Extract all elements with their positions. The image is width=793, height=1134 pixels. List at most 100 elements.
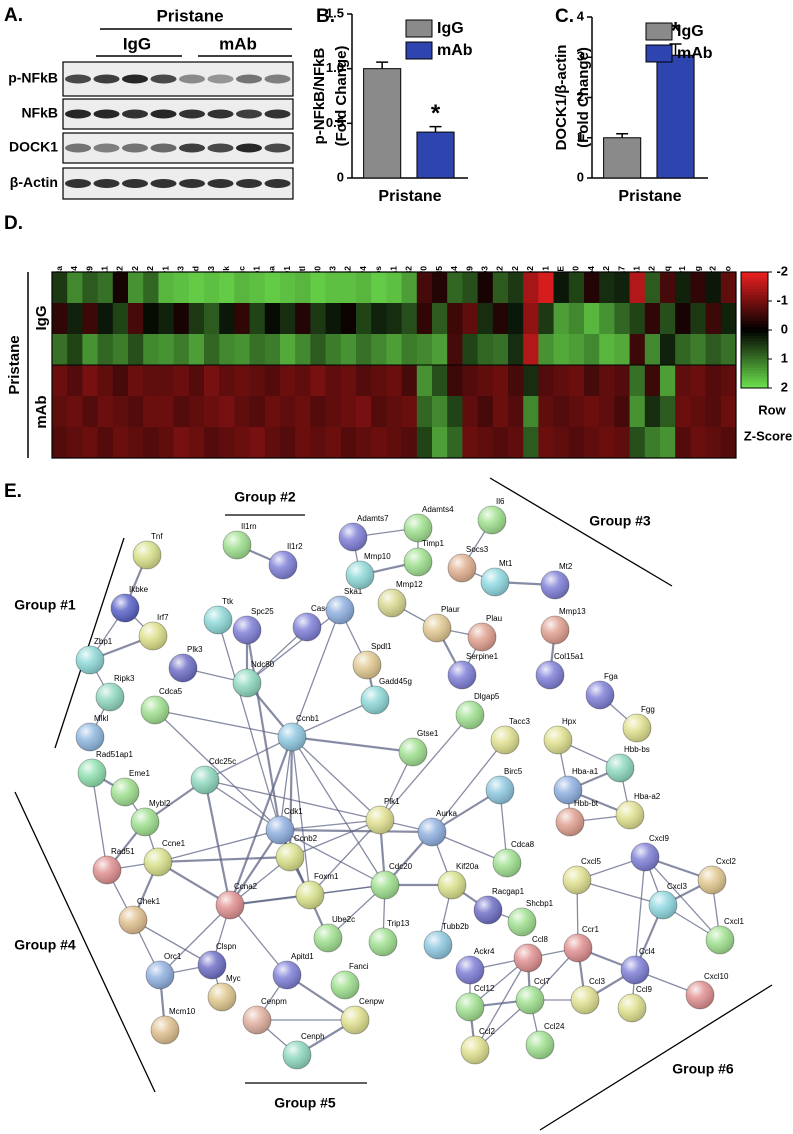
heatmap-cell <box>188 365 205 397</box>
node-shine <box>563 866 591 894</box>
node-shine <box>404 548 432 576</box>
node-shine <box>139 622 167 650</box>
node-label: Hpx <box>562 717 576 726</box>
colorbar-step <box>741 289 768 293</box>
heatmap-cell <box>614 365 630 397</box>
node-label: Shcbp1 <box>526 899 554 908</box>
y-axis-label: (Fold Change) <box>333 46 350 147</box>
colorbar-step <box>741 341 768 345</box>
edge <box>157 829 281 863</box>
node-shine <box>541 616 569 644</box>
heatmap-cell <box>508 303 524 335</box>
group-label: Group #1 <box>14 597 76 613</box>
legend-label: mAb <box>677 45 713 62</box>
heatmap-cell <box>280 365 296 397</box>
heatmap-cell <box>82 365 98 397</box>
heatmap-cell <box>356 427 372 459</box>
heatmap-cell <box>416 303 433 335</box>
heatmap-cell <box>705 365 722 397</box>
node-shine <box>491 726 519 754</box>
heatmap-cell <box>705 303 722 335</box>
node-label: Apitd1 <box>291 952 314 961</box>
heatmap-cell <box>112 365 129 397</box>
heatmap-cell <box>675 303 691 335</box>
node-shine <box>169 654 197 682</box>
node-label: Ndc80 <box>251 660 275 669</box>
node-shine <box>493 849 521 877</box>
heatmap-cell <box>264 427 281 459</box>
node-label: Cxcl3 <box>667 882 688 891</box>
node-label: Mlkl <box>94 714 108 723</box>
heatmap-cell <box>720 427 737 459</box>
heatmap-cell <box>52 272 68 304</box>
heatmap-cell <box>97 365 114 397</box>
node-label: Fanci <box>349 962 369 971</box>
node-label: Cxcl1 <box>724 917 745 926</box>
blot-band <box>236 179 262 188</box>
heatmap-cell <box>720 303 737 335</box>
edge <box>228 735 294 907</box>
heatmap-cell <box>82 303 98 335</box>
network-panel: E. Group #1 Group #2 Group #3 Group #4 G… <box>4 477 773 1131</box>
colorbar-step <box>741 338 768 343</box>
node-label: Cenpm <box>261 997 287 1006</box>
node-label: Birc5 <box>504 767 523 776</box>
heatmap-cell <box>538 427 554 459</box>
heatmap-cell <box>416 334 433 366</box>
node-label: Timp1 <box>422 539 444 548</box>
edge <box>204 736 293 781</box>
heatmap-cell <box>386 427 402 459</box>
heatmap-cell <box>219 272 235 304</box>
heatmap-cell <box>310 303 326 335</box>
heatmap-cell <box>614 272 630 304</box>
node-label: Cdc25c <box>209 757 236 766</box>
node-label: Cdca5 <box>159 687 183 696</box>
node-label: Adamts4 <box>422 505 454 514</box>
colorbar-step <box>741 330 768 334</box>
heatmap-cell <box>508 427 524 459</box>
colorbar-step <box>741 283 768 287</box>
node-label: Ccl9 <box>636 985 653 994</box>
node-shine <box>223 531 251 559</box>
colorbar-step <box>741 280 768 285</box>
heatmap-cell <box>538 272 554 304</box>
blot-row-label: p-NFkB <box>8 70 58 86</box>
node-label: Spdl1 <box>371 642 392 651</box>
heatmap-cell <box>705 272 722 304</box>
node-shine <box>296 881 324 909</box>
node-shine <box>456 993 484 1021</box>
error-bar <box>616 132 629 138</box>
node-label: Tnf <box>151 532 163 541</box>
heatmap-cell <box>401 303 418 335</box>
edge <box>217 619 281 831</box>
edge <box>154 709 293 738</box>
heatmap-cell <box>340 365 357 397</box>
heatmap-cell <box>325 303 342 335</box>
heatmap-cell <box>538 303 554 335</box>
heatmap-cell <box>173 272 190 304</box>
node-shine <box>649 891 677 919</box>
node-label: Plk1 <box>384 797 400 806</box>
y-axis-label: (Fold Change) <box>575 47 592 148</box>
blot-band <box>65 143 91 153</box>
node-label: Plau <box>486 614 502 623</box>
heatmap-cell <box>280 303 296 335</box>
node-shine <box>269 551 297 579</box>
heatmap-cell <box>416 396 433 428</box>
heatmap-cell <box>462 334 478 366</box>
heatmap-cell <box>158 396 174 428</box>
edge <box>291 736 381 821</box>
group-label: IgG <box>123 34 151 53</box>
group-dividers <box>14 477 773 1131</box>
heatmap-cell <box>97 334 114 366</box>
colorbar-step <box>741 373 768 377</box>
y-tick-label: 2 <box>577 89 584 104</box>
heatmap-cell <box>447 272 463 304</box>
heatmap-cell <box>599 427 615 459</box>
heatmap-cell <box>568 334 585 366</box>
edge <box>132 919 213 966</box>
node-shine <box>361 686 389 714</box>
node-label: Ska1 <box>344 587 363 596</box>
colorbar-step <box>741 298 768 302</box>
heatmap-cell <box>447 427 463 459</box>
